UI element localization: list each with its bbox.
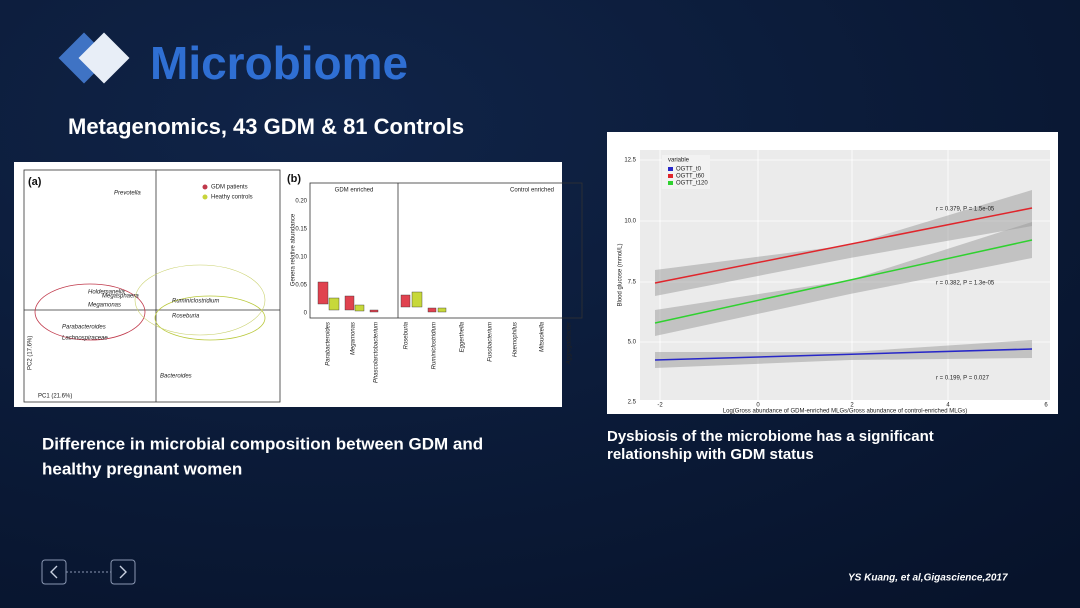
group-label: Control enriched <box>510 188 554 194</box>
genus-label: Megamonas <box>351 322 357 355</box>
y-tick-label: 12.5 <box>624 158 636 164</box>
annotation: r = 0.199, P = 0.027 <box>936 376 990 382</box>
y-tick-label: 0.10 <box>295 255 307 261</box>
taxon-label: Holdemanella <box>88 290 125 296</box>
next-button[interactable] <box>110 559 136 585</box>
x-tick-label: 2 <box>850 403 854 409</box>
slide-subtitle: Metagenomics, 43 GDM & 81 Controls <box>68 114 464 139</box>
genus-label: Eggerthella <box>460 321 466 352</box>
taxon-label: Parabacteroides <box>62 325 106 331</box>
axis-label: Blood glucose (mmol/L) <box>618 243 624 306</box>
x-tick-label: 0 <box>756 403 760 409</box>
left-figure: (a) GDM patients Heathy controls Prevotella… <box>14 162 583 407</box>
taxon-label: Bacteroides <box>160 374 192 380</box>
x-tick-label: 4 <box>946 403 950 409</box>
axis-label: Genera relative abundance <box>291 213 297 286</box>
taxon-label: Megamonas <box>88 303 121 309</box>
genus-label: Aggregatibacter <box>567 321 573 365</box>
axis-label: Log(Gross abundance of GDM-enriched MLGs… <box>723 409 967 415</box>
genus-label: Parabacteroides <box>326 322 332 366</box>
right-caption: relationship with GDM status <box>607 446 814 463</box>
y-tick-label: 10.0 <box>624 219 636 225</box>
y-tick-label: 0.05 <box>295 283 307 289</box>
genus-label: Fusobacterium <box>488 322 494 362</box>
next-icon <box>119 565 127 579</box>
genus-label: Haemophilus <box>513 322 519 357</box>
genus-label: Phascolarctobacterium <box>374 322 380 383</box>
taxon-label: Ruminiclostridium <box>172 299 219 305</box>
genus-label: Mitsuokella <box>540 321 546 352</box>
taxon-label: Megasphaera <box>102 294 139 300</box>
legend-swatch <box>202 194 208 200</box>
x-tick-label: -2 <box>657 403 663 409</box>
y-tick-label: 7.5 <box>628 280 637 286</box>
panel-label: (a) <box>28 176 42 188</box>
slide-title: Microbiome <box>150 37 408 89</box>
y-tick-label: 5.0 <box>628 340 637 346</box>
prev-icon <box>50 565 58 579</box>
right-caption: Dysbiosis of the microbiome has a signif… <box>607 428 934 445</box>
axis-label: PC2 (17.6%) <box>28 336 34 370</box>
annotation: r = 0.382, P = 1.3e-05 <box>936 281 995 287</box>
taxon-label: Lachnospiraceae <box>62 336 108 342</box>
taxon-label: Prevotella <box>114 191 141 197</box>
left-caption: Difference in microbial composition betw… <box>42 434 483 453</box>
y-tick-label: 0.15 <box>295 227 307 233</box>
genus-label: Ruminiclostridium <box>432 322 438 369</box>
axis-label: PC1 (21.6%) <box>38 394 72 400</box>
legend-title: variable <box>668 158 690 164</box>
logo <box>58 32 130 84</box>
y-tick-label: 0 <box>304 311 308 317</box>
genus-label: Roseburia <box>404 321 410 349</box>
panel-label: (b) <box>287 173 301 185</box>
y-tick-label: 2.5 <box>628 400 637 406</box>
y-tick-label: 0.20 <box>295 199 307 205</box>
legend-label: GDM patients <box>211 185 248 191</box>
legend-swatch <box>202 184 208 190</box>
legend-label: Heathy controls <box>211 195 253 201</box>
legend-label: OGTT_t120 <box>676 181 708 187</box>
group-label: GDM enriched <box>335 188 374 194</box>
legend-label: OGTT_t0 <box>676 167 702 173</box>
taxon-label: Roseburia <box>172 314 200 320</box>
x-tick-label: 6 <box>1044 403 1048 409</box>
legend-label: OGTT_t60 <box>676 174 705 180</box>
left-caption: healthy pregnant women <box>42 459 242 478</box>
citation: YS Kuang, et al,Gigascience,2017 <box>848 573 1008 584</box>
annotation: r = 0.379, P = 1.5e-05 <box>936 207 995 213</box>
